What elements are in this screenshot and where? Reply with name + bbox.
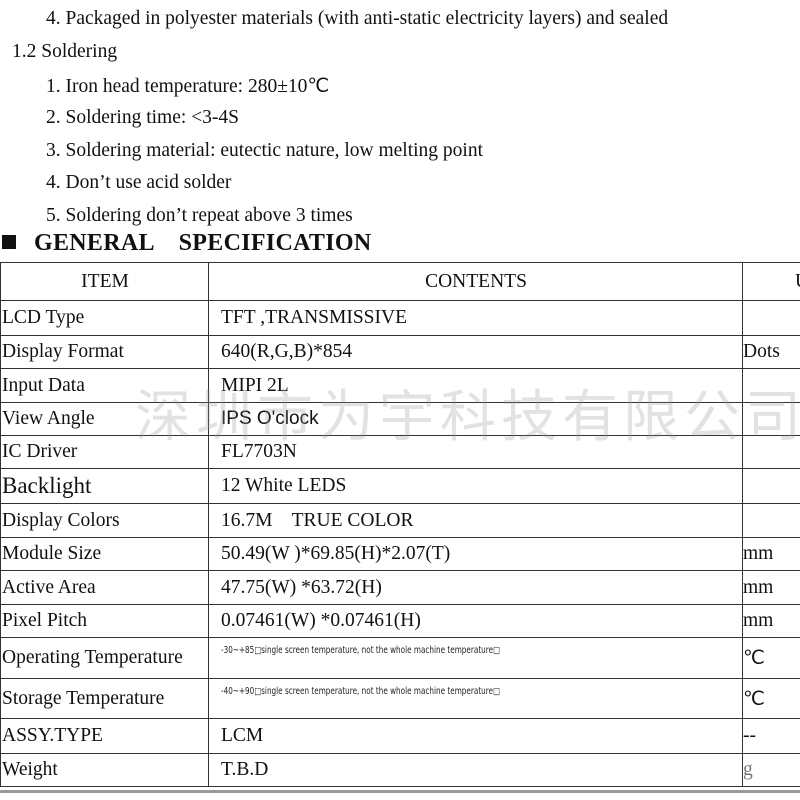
- unit-cell: ℃: [742, 678, 800, 719]
- table-row: Display Format 640(R,G,B)*854 Dots: [0, 335, 800, 369]
- item-cell: Display Colors: [0, 503, 209, 538]
- unit-cell: Dots: [742, 335, 800, 369]
- contents-cell: 640(R,G,B)*854: [208, 335, 743, 369]
- contents-cell: -30~+85□single screen temperature, not t…: [221, 645, 500, 656]
- unit-cell: --: [742, 718, 800, 754]
- unit-cell: [742, 503, 800, 538]
- soldering-heading: 1.2 Soldering: [12, 41, 118, 62]
- section-heading: GENERAL SPECIFICATION: [2, 230, 371, 257]
- contents-cell: 16.7M TRUE COLOR: [208, 503, 743, 538]
- item-cell: Pixel Pitch: [0, 604, 209, 638]
- section-heading-text: GENERAL SPECIFICATION: [34, 230, 372, 256]
- table-row: Weight T.B.D g: [0, 753, 800, 787]
- item-cell: Backlight: [0, 468, 209, 504]
- packaging-item: 4. Packaged in polyester materials (with…: [46, 8, 669, 29]
- unit-cell: [742, 435, 800, 469]
- soldering-item: 1. Iron head temperature: 280±10℃: [46, 76, 330, 97]
- table-header-row: ITEM CONTENTS U: [0, 262, 800, 301]
- contents-cell: 0.07461(W) *0.07461(H): [208, 604, 743, 638]
- table-row: Display Colors 16.7M TRUE COLOR: [0, 503, 800, 538]
- square-bullet-icon: [2, 235, 16, 249]
- unit-cell: [742, 368, 800, 403]
- contents-cell: 47.75(W) *63.72(H): [208, 570, 743, 605]
- contents-cell: -40~+90□single screen temperature, not t…: [221, 685, 500, 697]
- header-unit: U: [742, 262, 800, 301]
- table-row: Storage Temperature -40~+90□single screen…: [0, 678, 800, 719]
- unit-cell: [742, 300, 800, 336]
- table-row: IC Driver FL7703N: [0, 435, 800, 469]
- item-cell: Display Format: [0, 335, 209, 369]
- table-row: Pixel Pitch 0.07461(W) *0.07461(H) mm: [0, 604, 800, 638]
- unit-cell: ℃: [742, 637, 800, 679]
- soldering-item: 3. Soldering material: eutectic nature, …: [46, 140, 484, 161]
- table-row: View Angle IPS O'clock: [0, 402, 800, 436]
- contents-cell: MIPI 2L: [208, 368, 743, 403]
- unit-cell: g: [742, 753, 800, 787]
- unit-cell: [742, 468, 800, 504]
- contents-cell: IPS O'clock: [208, 402, 743, 436]
- table-row: LCD Type TFT ,TRANSMISSIVE: [0, 300, 800, 336]
- soldering-item: 4. Don’t use acid solder: [46, 172, 232, 193]
- item-cell: View Angle: [0, 402, 209, 436]
- unit-cell: mm: [742, 604, 800, 638]
- table-row: Backlight 12 White LEDS: [0, 468, 800, 504]
- item-cell: Weight: [0, 753, 209, 787]
- item-cell: Operating Temperature: [0, 637, 209, 679]
- contents-cell: 12 White LEDS: [208, 468, 743, 504]
- header-item: ITEM: [0, 262, 209, 301]
- page-bottom-rule: [0, 790, 800, 793]
- unit-cell: mm: [742, 537, 800, 571]
- unit-cell: mm: [742, 570, 800, 605]
- contents-cell: TFT ,TRANSMISSIVE: [208, 300, 743, 336]
- unit-cell: [742, 402, 800, 436]
- table-row: Module Size 50.49(W )*69.85(H)*2.07(T) mm: [0, 537, 800, 571]
- contents-cell: LCM: [208, 718, 743, 754]
- contents-cell: T.B.D: [208, 753, 743, 787]
- table-row: Operating Temperature -30~+85□single scre…: [0, 637, 800, 679]
- item-cell: IC Driver: [0, 435, 209, 469]
- soldering-item: 5. Soldering don’t repeat above 3 times: [46, 205, 353, 226]
- soldering-item: 2. Soldering time: <3-4S: [46, 107, 239, 128]
- item-cell: Storage Temperature: [0, 678, 209, 719]
- item-cell: Input Data: [0, 368, 209, 403]
- item-cell: Module Size: [0, 537, 209, 571]
- item-cell: ASSY.TYPE: [0, 718, 209, 754]
- header-contents: CONTENTS: [208, 262, 743, 301]
- item-cell: Active Area: [0, 570, 209, 605]
- contents-cell: FL7703N: [208, 435, 743, 469]
- table-row: Input Data MIPI 2L: [0, 368, 800, 403]
- contents-cell: 50.49(W )*69.85(H)*2.07(T): [208, 537, 743, 571]
- item-cell: LCD Type: [0, 300, 209, 336]
- table-row: ASSY.TYPE LCM --: [0, 718, 800, 754]
- table-row: Active Area 47.75(W) *63.72(H) mm: [0, 570, 800, 605]
